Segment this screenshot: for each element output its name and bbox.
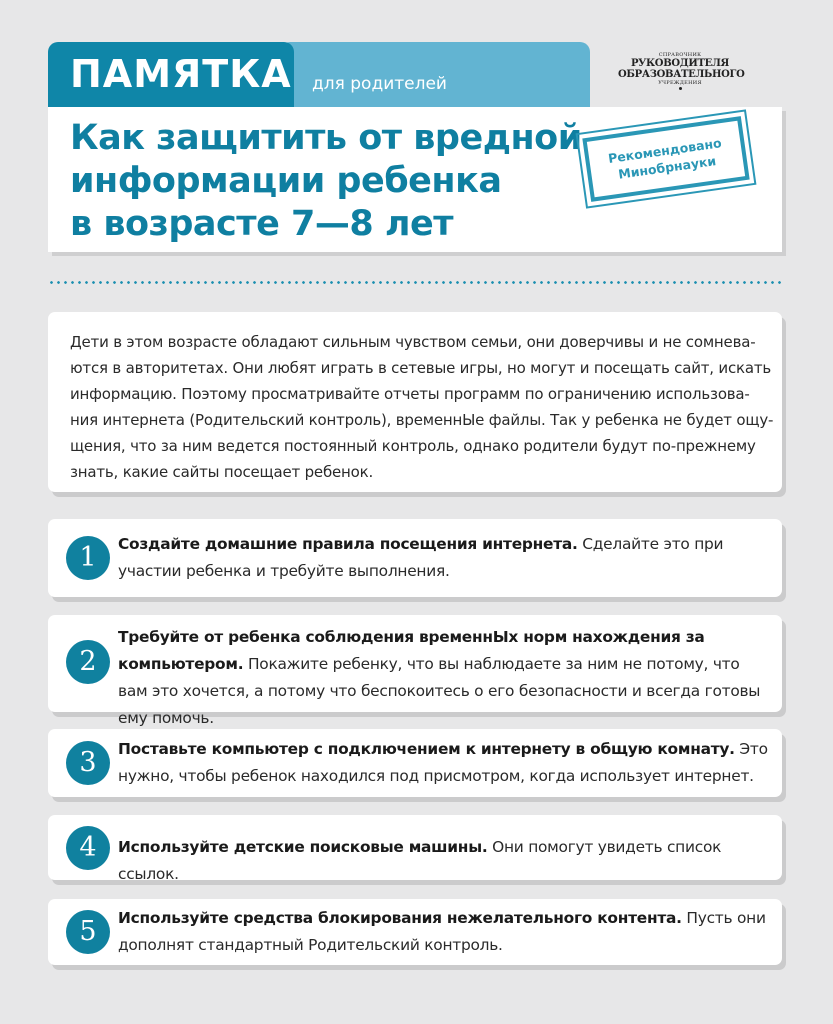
number-badge: 2 [66,640,110,684]
tip-body: Сделайте это при участии ребенка и требу… [118,535,724,580]
number-badge: 3 [66,741,110,785]
logo-line2: ОБРАЗОВАТЕЛЬНОГО [618,69,745,80]
title-line: информации ребенка [70,161,502,201]
tip-card: 5 Используйте средства блокирования неже… [48,899,782,965]
tip-body: Это нуж­но, чтобы ребенок находился под … [118,740,768,785]
tip-body: Они помогут увидеть список ссылок. [118,838,722,883]
publisher-logo: СПРАВОЧНИК РУКОВОДИТЕЛЯ ОБРАЗОВАТЕЛЬНОГО… [618,52,745,90]
subtitle-tab: для родителей [280,42,590,107]
tip-text: Поставьте компьютер с подключением к инт… [118,736,768,790]
tip-body: Покажите ребенку, что вы наблюдаете за н… [118,655,761,727]
number-badge: 1 [66,536,110,580]
subtitle-text: для родителей [312,74,447,94]
number-badge: 5 [66,910,110,954]
logo-top: СПРАВОЧНИК [658,52,702,58]
dotted-divider [48,281,782,284]
intro-line: щения, что за ним ведется постоянный кон… [70,437,756,455]
tip-card: 2 Требуйте от ребенка соблюдения временн… [48,615,782,727]
tip-heading: Требуйте от ребенка соблюдения временнЫх… [118,628,705,673]
tip-text: Требуйте от ребенка соблюдения временнЫх… [118,624,768,732]
title-line: Как защитить от вредной [70,118,582,158]
intro-line: знать, какие сайты посещает ребенок. [70,463,374,481]
intro-line: ются в авторитетах. Они любят играть в с… [70,359,772,377]
tip-card: 1 Создайте домашние правила посещения ин… [48,519,782,597]
memo-label: ПАМЯТКА [70,52,292,96]
page-title: Как защитить от вредной информации ребен… [70,117,582,246]
tip-heading: Используйте средства блокирования нежела… [118,909,682,927]
title-line: в возрасте 7—8 лет [70,204,454,244]
tip-body: Пусть они дополнят стандартный Родительс… [118,909,766,954]
tip-heading: Поставьте компьютер с подключением к инт… [118,740,735,758]
number-badge: 4 [66,826,110,870]
logo-bottom: УЧРЕЖДЕНИЯ [658,80,702,86]
tip-heading: Используйте детские поисковые машины. [118,838,488,856]
intro-card: Дети в этом возрасте обладают сильным чу… [48,312,782,492]
memo-tab: ПАМЯТКА [48,42,294,107]
tip-text: Создайте домашние правила посещения инте… [118,531,768,585]
tip-text: Используйте средства блокирования нежела… [118,905,768,959]
intro-line: ния интернета (Родительский контроль), в… [70,411,774,429]
tip-text: Используйте детские поисковые машины. Он… [118,834,768,888]
tip-heading: Создайте домашние правила посещения инте… [118,535,578,553]
intro-line: информацию. Поэтому просматривайте отчет… [70,385,750,403]
title-panel: Как защитить от вредной информации ребен… [48,107,782,252]
recommended-stamp: Рекомендовано Минобрнауки [576,108,756,210]
tip-card: 3 Поставьте компьютер с подключением к и… [48,729,782,797]
tip-card: 4 Используйте детские поисковые машины. … [48,815,782,883]
intro-line: Дети в этом возрасте обладают сильным чу… [70,333,756,351]
logo-dot [678,87,682,90]
logo-line1: РУКОВОДИТЕЛЯ [630,58,730,69]
